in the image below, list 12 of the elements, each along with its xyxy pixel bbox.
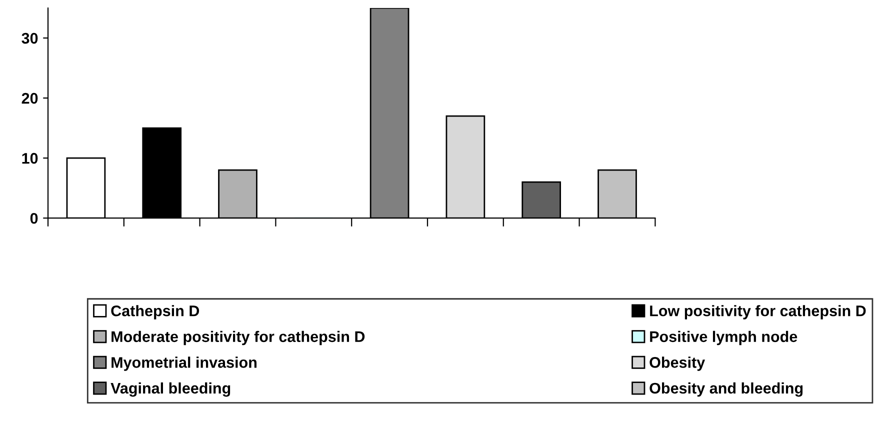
legend-label: Myometrial invasion (112, 356, 256, 371)
legend-label: Obesity (650, 356, 706, 371)
legend-label: Moderate positivity for cathepsin D (112, 330, 365, 346)
legend-label: Vaginal bleeding (110, 382, 230, 397)
y-tick-label: 30 (22, 32, 38, 44)
y-tick-label: 20 (22, 92, 38, 104)
legend-label: Low positivity for cathepsin D (650, 305, 866, 320)
y-tick-label: 10 (22, 152, 38, 164)
y-tick-label: 0 (30, 212, 38, 224)
legend-label: Positive lymph node (650, 330, 798, 346)
legend-label: Obesity and bleeding (650, 382, 803, 397)
legend-label: Cathepsin D (111, 305, 200, 320)
